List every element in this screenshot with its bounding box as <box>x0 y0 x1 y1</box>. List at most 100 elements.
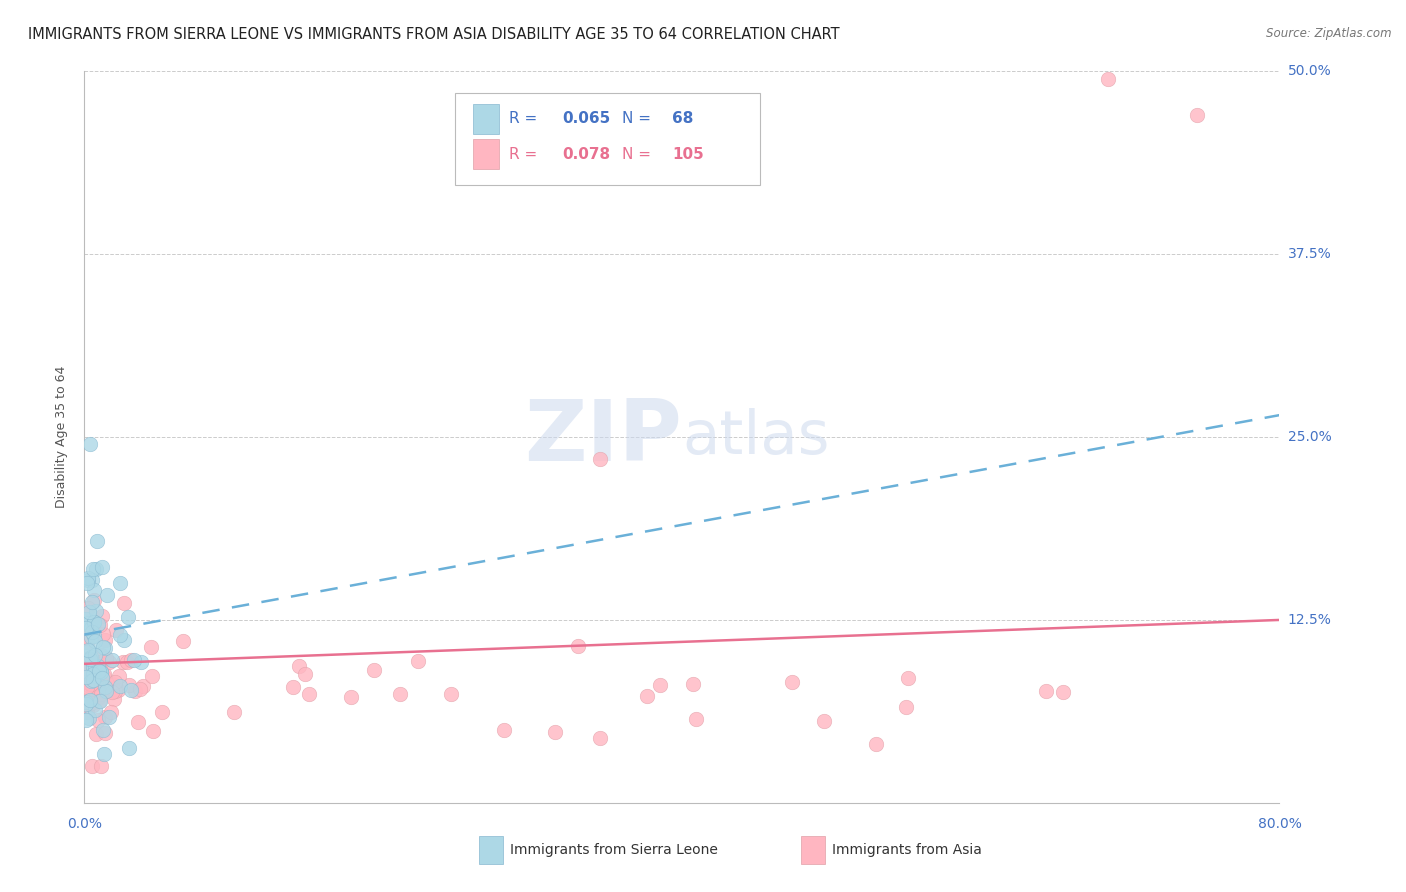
Point <box>682 676 704 690</box>
Point <box>76 661 98 675</box>
Point <box>76 652 98 666</box>
Point <box>87 659 110 673</box>
Point <box>86 662 108 676</box>
Point <box>83 669 105 683</box>
Point <box>75 621 97 635</box>
Point <box>87 684 110 698</box>
FancyBboxPatch shape <box>479 837 503 864</box>
Point <box>131 655 153 669</box>
Point <box>82 595 104 609</box>
Point <box>79 666 101 681</box>
Point <box>222 705 245 719</box>
Point <box>87 691 110 706</box>
Point <box>120 682 142 697</box>
Point <box>172 634 194 648</box>
Point <box>93 641 115 656</box>
Point <box>388 687 411 701</box>
Point <box>104 684 127 698</box>
Point <box>82 665 104 680</box>
Point <box>150 706 173 720</box>
Point <box>77 605 100 619</box>
Point <box>83 660 105 674</box>
Point <box>87 656 110 670</box>
Point <box>897 671 920 685</box>
Point <box>120 653 142 667</box>
Point <box>107 682 129 697</box>
Point <box>84 659 107 673</box>
Point <box>90 648 112 662</box>
Point <box>80 673 103 688</box>
Point <box>76 630 98 644</box>
Point <box>89 694 111 708</box>
Point <box>108 679 131 693</box>
Point <box>77 643 100 657</box>
Point <box>141 640 163 654</box>
Point <box>79 693 101 707</box>
Point <box>82 624 104 639</box>
Point <box>84 675 107 690</box>
Point <box>118 740 141 755</box>
Point <box>91 672 114 686</box>
Point <box>77 601 100 615</box>
Point <box>76 695 98 709</box>
Point <box>77 573 100 587</box>
Point <box>84 562 107 576</box>
Point <box>105 623 128 637</box>
Text: 0.065: 0.065 <box>562 112 610 127</box>
Point <box>90 665 112 679</box>
Point <box>894 699 917 714</box>
Point <box>75 612 97 626</box>
Point <box>90 665 112 679</box>
Point <box>1187 108 1209 122</box>
Point <box>94 710 117 724</box>
Text: atlas: atlas <box>682 408 830 467</box>
Point <box>76 631 98 645</box>
Text: R =: R = <box>509 112 541 127</box>
Point <box>82 660 104 674</box>
Point <box>86 533 108 548</box>
Point <box>79 677 101 691</box>
Point <box>79 660 101 674</box>
Text: R =: R = <box>509 146 541 161</box>
Point <box>77 690 100 704</box>
Text: 0.0%: 0.0% <box>67 817 101 830</box>
FancyBboxPatch shape <box>472 138 499 169</box>
Text: 80.0%: 80.0% <box>1257 817 1302 830</box>
Text: Immigrants from Asia: Immigrants from Asia <box>832 843 983 857</box>
Point <box>100 705 122 719</box>
Point <box>86 662 108 676</box>
Point <box>103 691 125 706</box>
Point <box>589 452 612 467</box>
Point <box>110 575 132 590</box>
Point <box>96 589 118 603</box>
Point <box>76 576 98 591</box>
Point <box>108 628 131 642</box>
Point <box>80 758 103 772</box>
Text: 68: 68 <box>672 112 693 127</box>
Point <box>82 698 104 712</box>
Point <box>93 747 115 761</box>
Point <box>117 609 139 624</box>
Text: ZIP: ZIP <box>524 395 682 479</box>
Point <box>93 633 115 648</box>
Point <box>93 667 115 681</box>
Point <box>82 687 104 701</box>
Point <box>89 657 111 672</box>
Point <box>124 653 146 667</box>
Point <box>94 680 117 694</box>
Point <box>80 650 103 665</box>
Point <box>80 573 103 587</box>
Point <box>115 655 138 669</box>
Point <box>82 668 104 682</box>
Point <box>648 678 671 692</box>
Point <box>76 680 98 694</box>
Text: 50.0%: 50.0% <box>1288 64 1331 78</box>
Point <box>440 687 463 701</box>
Point <box>84 656 107 670</box>
Point <box>82 561 104 575</box>
Text: 37.5%: 37.5% <box>1288 247 1331 261</box>
Point <box>86 713 108 727</box>
Point <box>91 723 114 738</box>
Point <box>111 655 134 669</box>
Text: 105: 105 <box>672 146 704 161</box>
